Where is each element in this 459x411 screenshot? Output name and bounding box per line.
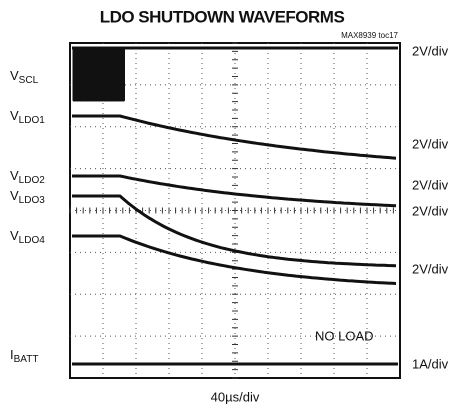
symbol: I: [10, 347, 14, 362]
trace-name: VLDO1: [10, 108, 45, 125]
trace-scale: 2V/div: [412, 43, 449, 58]
waveform: [72, 234, 397, 285]
subscript: LDO3: [19, 195, 46, 206]
trace-scale: 2V/div: [412, 203, 449, 218]
subscript: BATT: [14, 354, 39, 365]
trace-scale: 2V/div: [412, 136, 449, 151]
timebase: 40µs/div: [211, 389, 260, 404]
waveform: [72, 174, 397, 208]
trace-scale: 2V/div: [412, 261, 449, 276]
waveform: [72, 114, 397, 160]
trace-name: IBATT: [10, 347, 38, 364]
trace-name: VLDO3: [10, 188, 45, 205]
trace-name: VLDO4: [10, 228, 45, 245]
symbol: V: [10, 108, 19, 123]
subscript: LDO1: [19, 115, 46, 126]
trace-name: VSCL: [10, 68, 39, 85]
trace-scale: 2V/div: [412, 177, 449, 192]
trace-scale: 1A/div: [412, 356, 449, 371]
trace-name: VLDO2: [10, 168, 45, 185]
subscript: LDO4: [19, 235, 46, 246]
annotation: NO LOAD: [315, 328, 374, 343]
symbol: V: [10, 168, 19, 183]
subscript: LDO2: [19, 175, 46, 186]
symbol: V: [10, 68, 19, 83]
title: LDO SHUTDOWN WAVEFORMS: [100, 7, 345, 26]
symbol: V: [10, 188, 19, 203]
subscript: SCL: [19, 75, 39, 86]
waveform: [72, 46, 398, 102]
figure-id: MAX8939 toc17: [341, 31, 398, 40]
waveforms: [72, 46, 398, 366]
symbol: V: [10, 228, 19, 243]
waveform: [72, 194, 397, 268]
